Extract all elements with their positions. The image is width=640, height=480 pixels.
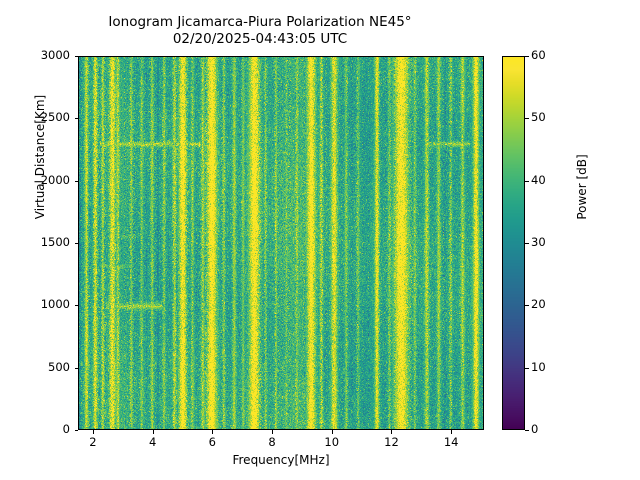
x-tick-label: 12	[384, 435, 399, 449]
x-tick	[212, 430, 214, 434]
colorbar-tick-label: 40	[531, 172, 546, 187]
y-tick-label: 0	[62, 422, 70, 436]
y-tick-label: 3000	[40, 48, 70, 62]
y-tick	[74, 430, 78, 431]
y-tick-label: 2500	[40, 110, 70, 125]
colorbar	[502, 56, 525, 430]
x-tick	[331, 430, 333, 434]
x-tick	[272, 430, 274, 434]
y-tick-label: 1000	[40, 297, 70, 312]
colorbar-tick	[525, 56, 529, 57]
y-tick	[74, 305, 78, 307]
colorbar-tick	[525, 118, 529, 120]
x-tick-label: 14	[443, 435, 459, 449]
colorbar-tick-label: 60	[531, 48, 546, 62]
colorbar-tick-label: 30	[531, 235, 546, 249]
colorbar-tick	[525, 180, 529, 182]
colorbar-tick	[525, 243, 529, 244]
y-tick-label: 1500	[40, 235, 70, 249]
chart-title: Ionogram Jicamarca-Piura Polarization NE…	[108, 14, 412, 47]
colorbar-tick-label: 0	[531, 422, 539, 436]
x-tick-label: 2	[89, 435, 97, 449]
y-tick	[74, 243, 78, 244]
y-tick	[74, 56, 78, 57]
x-tick-label: 4	[148, 435, 157, 449]
colorbar-tick-label: 50	[531, 110, 546, 125]
x-axis-label: Frequency[MHz]	[232, 453, 330, 467]
colorbar-gradient	[503, 57, 524, 429]
y-tick-label: 500	[48, 359, 70, 374]
ionogram-heatmap	[79, 57, 483, 429]
x-tick	[92, 430, 94, 434]
plot-area	[78, 56, 484, 430]
x-tick	[391, 430, 393, 434]
x-tick	[152, 430, 154, 434]
y-tick-label: 2000	[40, 172, 70, 187]
colorbar-label: Power [dB]	[575, 154, 589, 220]
colorbar-tick-label: 10	[531, 359, 546, 374]
x-tick-label: 8	[268, 435, 276, 449]
colorbar-tick	[525, 430, 529, 431]
colorbar-tick	[525, 367, 529, 369]
x-tick-label: 6	[208, 435, 216, 449]
x-tick-label: 10	[324, 435, 340, 449]
colorbar-tick	[525, 305, 529, 307]
colorbar-tick-label: 20	[531, 297, 546, 312]
y-tick	[74, 367, 78, 369]
y-tick	[74, 180, 78, 182]
x-tick	[451, 430, 453, 434]
y-tick	[74, 118, 78, 120]
